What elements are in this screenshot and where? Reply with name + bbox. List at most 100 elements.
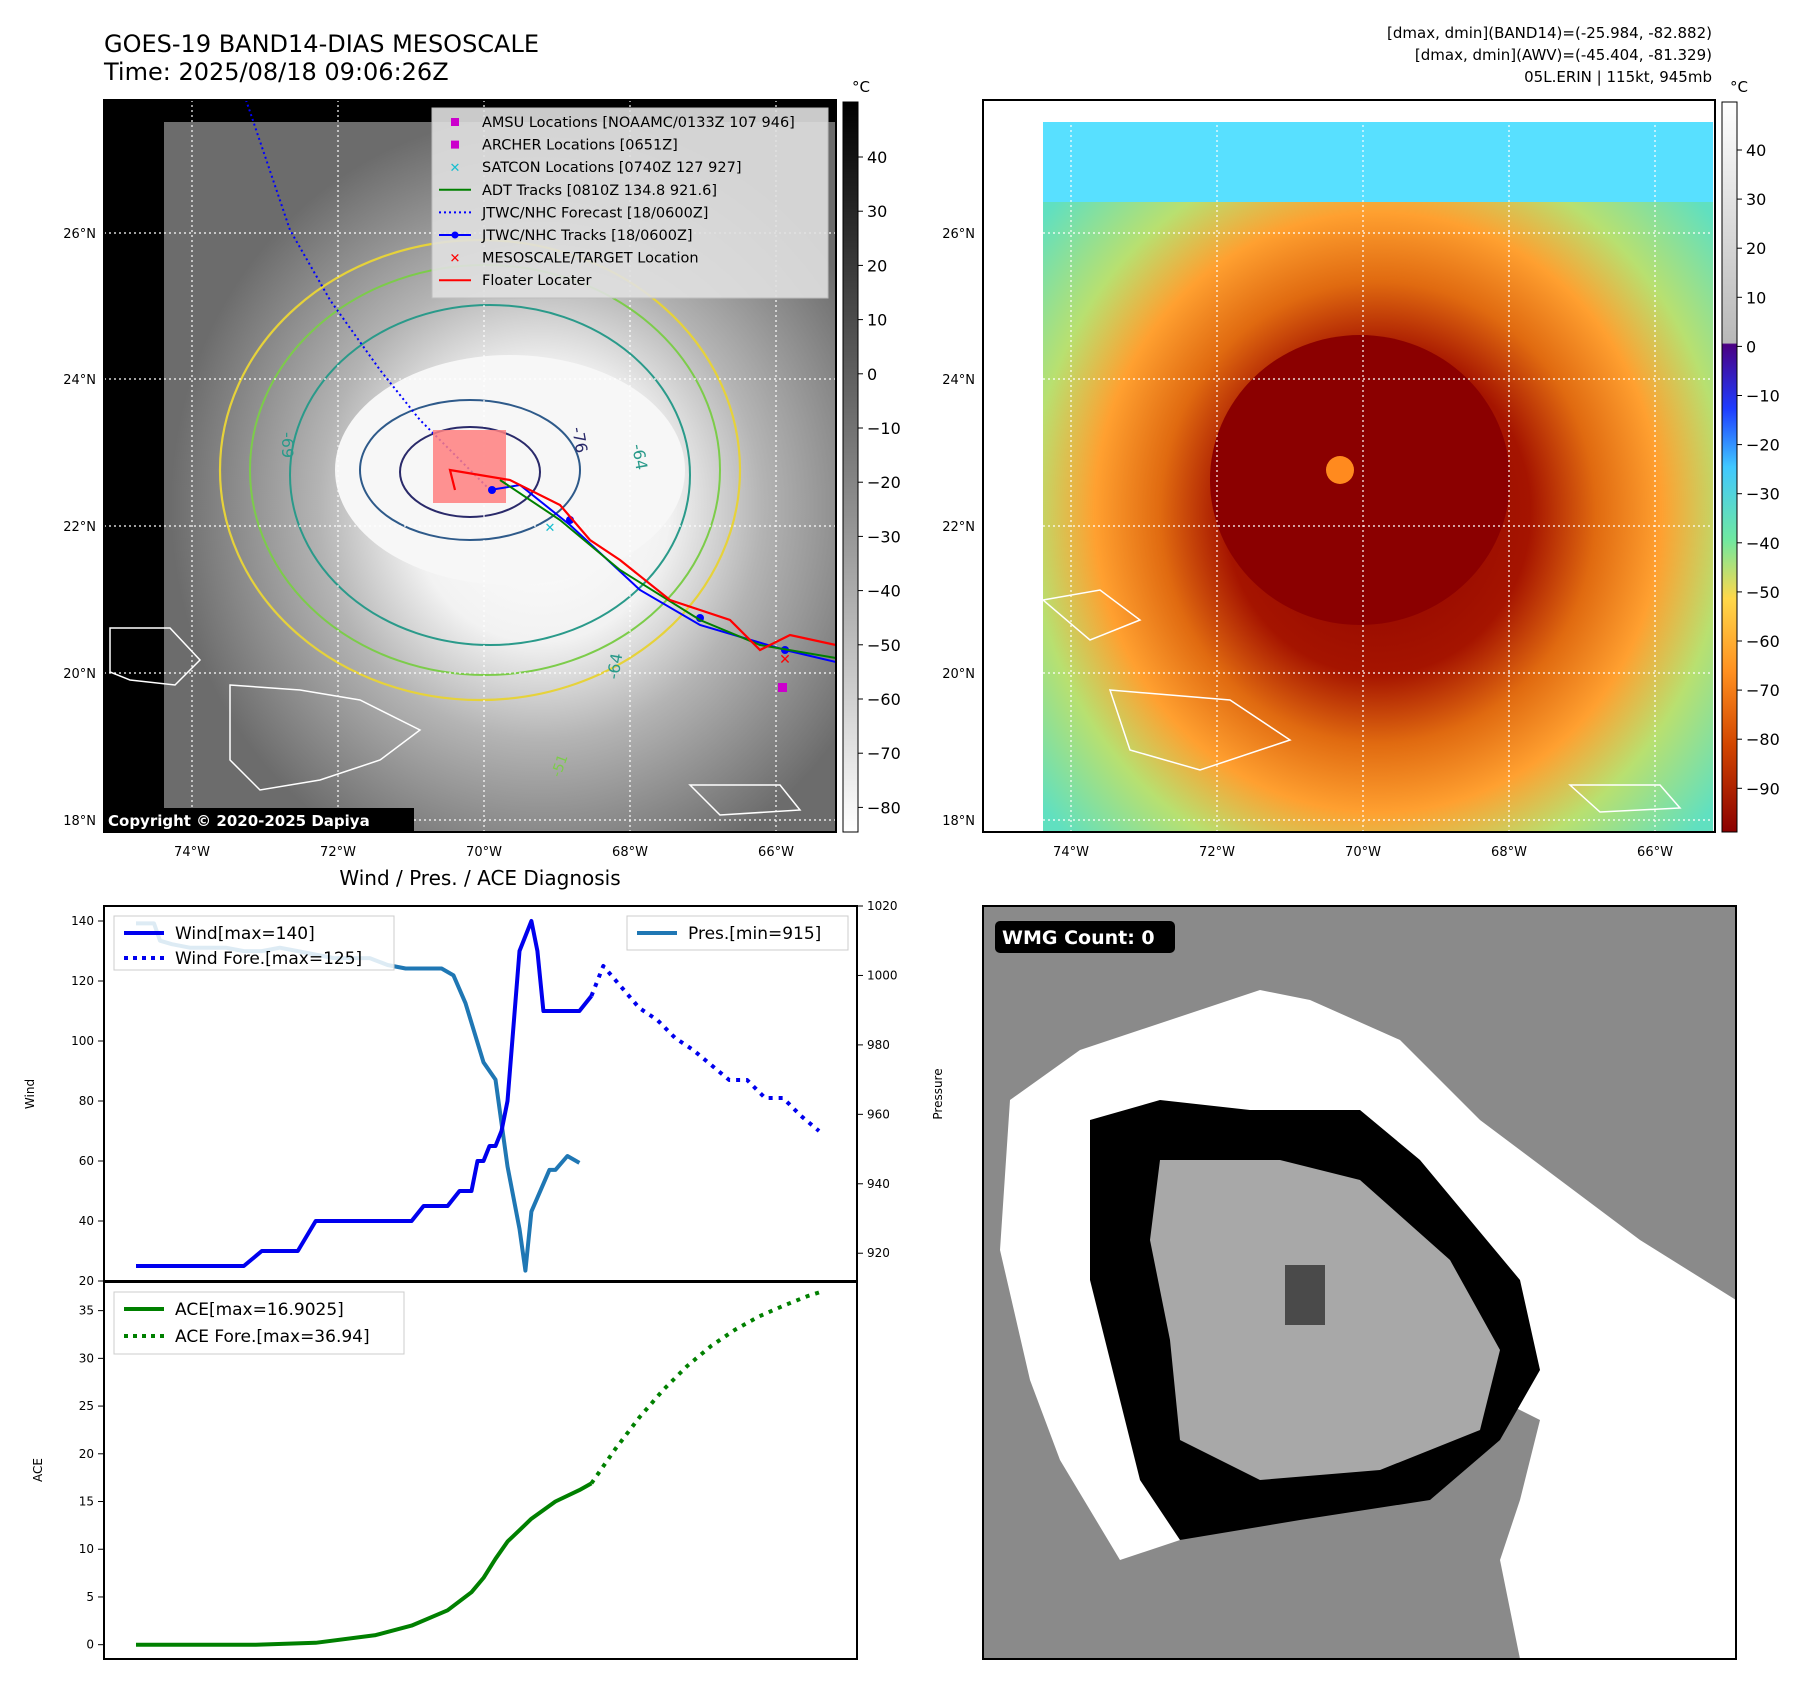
legend-label: JTWC/NHC Forecast [18/0600Z] (481, 205, 708, 221)
awv-map-frame (982, 99, 1716, 833)
colorbar-tick-label: −90 (1746, 779, 1780, 798)
awv-coastline (1108, 689, 1292, 771)
figure-time: Time: 2025/08/18 09:06:26Z (103, 58, 449, 86)
contour-label: -76 (568, 425, 591, 454)
wind-tick-label: 100 (71, 1034, 94, 1048)
wind-forecast-series-line (589, 964, 821, 1133)
color-colorbar-ticks: 40 30 20 10 0 −10 −20 −30 −40 −50 −60 −70 −80 −90 (1737, 141, 1780, 798)
pressure-tick-label: 980 (867, 1038, 890, 1052)
awv-map-panel: 74°W 72°W 70°W 68°W 66°W 26°N 24°N 22°N 20°N 18°… (942, 99, 1716, 860)
coastline-cuba (109, 627, 202, 686)
pressure-tick-label: 1020 (867, 899, 898, 913)
colorbar-tick-label: −60 (867, 690, 901, 709)
contour-label: -64 (628, 442, 651, 471)
best-track-point (488, 486, 496, 494)
ace-axis-ticks: 0 5 10 15 20 25 30 35 (79, 1304, 104, 1652)
lat-label: 22°N (942, 520, 975, 535)
legend-label: JTWC/NHC Tracks [18/0600Z] (481, 228, 693, 244)
colorbar-tick-label: 40 (867, 148, 887, 167)
wmg-frame (982, 905, 1737, 1660)
satcon-marker: ✕ (545, 521, 556, 536)
lon-labels: 74°W 72°W 70°W 68°W 66°W (1053, 845, 1673, 860)
legend-label: MESOSCALE/TARGET Location (482, 251, 699, 267)
colorbar-tick-label: −50 (1746, 583, 1780, 602)
ace-axis-label: ACE (31, 1458, 45, 1482)
ir-map-frame (103, 99, 837, 833)
colorbar-tick-label: −70 (867, 744, 901, 763)
wmg-count-box (995, 921, 1175, 953)
storm-info-text: 05L.ERIN | 115kt, 945mb (1524, 68, 1712, 86)
dmax-awv-text: [dmax, dmin](AWV)=(-45.404, -81.329) (1415, 46, 1712, 64)
ace-tick-label: 10 (79, 1542, 94, 1556)
wind-tick-label: 40 (79, 1214, 94, 1228)
pressure-legend-label: Pres.[min=915] (688, 924, 821, 944)
colorbar-tick-label: 20 (867, 256, 887, 275)
contour-teal (289, 304, 691, 646)
wind-legend-label: Wind[max=140] (175, 924, 315, 944)
colorbar-tick-label: −40 (1746, 534, 1780, 553)
ace-tick-label: 20 (79, 1447, 94, 1461)
legend-label: ADT Tracks [0810Z 134.8 921.6] (482, 183, 717, 199)
lat-label: 24°N (942, 373, 975, 388)
legend-label: Floater Locater (482, 273, 591, 289)
lon-label: 72°W (1199, 845, 1235, 860)
wind-tick-label: 60 (79, 1154, 94, 1168)
gray-colorbar-unit: °C (852, 78, 870, 96)
ace-tick-label: 0 (86, 1638, 94, 1652)
colorbar-tick-label: 20 (1746, 239, 1766, 258)
colorbar-tick-label: −40 (867, 582, 901, 601)
colorbar-tick-label: −10 (1746, 387, 1780, 406)
wind-pressure-chart: 20 40 60 80 100 120 140 920 940 960 980 1000 1020 W… (23, 899, 945, 1288)
pressure-tick-label: 960 (867, 1107, 890, 1121)
legend-label: SATCON Locations [0740Z 127 927] (482, 160, 741, 176)
colorbar-tick-label: 0 (867, 365, 877, 384)
lat-label: 26°N (942, 227, 975, 242)
ace-forecast-legend-label: ACE Fore.[max=36.94] (175, 1327, 370, 1347)
wind-axis-ticks: 20 40 60 80 100 120 140 (71, 914, 104, 1288)
colorbar-tick-label: 30 (867, 202, 887, 221)
ace-tick-label: 5 (86, 1590, 94, 1604)
legend-marker (451, 118, 459, 126)
ace-legend (113, 1291, 405, 1355)
colorbar-tick-label: −80 (867, 798, 901, 817)
colorbar-tick-label: −60 (1746, 632, 1780, 651)
pressure-tick-label: 940 (867, 1177, 890, 1191)
lon-label: 74°W (174, 845, 210, 860)
colorbar-tick-label: 0 (1746, 337, 1756, 356)
ace-chart: 0 5 10 15 20 25 30 35 ACE ACE[max=16.9025] ACE … (31, 1281, 858, 1660)
adt-track-line (499, 479, 836, 659)
ace-series-line (136, 1481, 593, 1647)
contour-navy (399, 426, 541, 518)
lon-label: 70°W (466, 845, 502, 860)
colorbar-tick-label: −30 (1746, 485, 1780, 504)
color-colorbar: °C 40 30 20 10 0 −10 −20 −30 −40 −50 −60 −70 −80 −90 (1721, 78, 1780, 833)
wind-series-line (136, 919, 593, 1268)
lat-label: 24°N (63, 373, 96, 388)
wind-tick-label: 140 (71, 914, 94, 928)
wind-tick-label: 80 (79, 1094, 94, 1108)
gray-colorbar-ticks: 40 30 20 10 0 −10 −20 −30 −40 −50 −60 −70 −80 (858, 148, 901, 817)
wind-forecast-legend-label: Wind Fore.[max=125] (175, 949, 362, 969)
contour-label: -64 (603, 652, 626, 681)
legend-marker (451, 140, 459, 149)
copyright-text: Copyright © 2020-2025 Dapiya (108, 812, 370, 830)
diagnosis-title: Wind / Pres. / ACE Diagnosis (339, 866, 620, 890)
lat-label: 22°N (63, 520, 96, 535)
pressure-axis-ticks: 920 940 960 980 1000 1020 (857, 899, 898, 1260)
ace-tick-label: 35 (79, 1304, 94, 1318)
legend-marker: ✕ (450, 161, 461, 176)
colorbar-tick-label: 30 (1746, 190, 1766, 209)
awv-core (1210, 335, 1510, 625)
pressure-axis-label: Pressure (931, 1068, 945, 1119)
ir-cold-cloud-core (335, 355, 685, 585)
copyright-box (104, 808, 414, 832)
awv-coastline (1568, 784, 1682, 813)
pressure-tick-label: 920 (867, 1246, 890, 1260)
awv-coastline (1041, 589, 1142, 641)
floater-locater-line (448, 468, 836, 652)
lat-label: 20°N (63, 667, 96, 682)
colorbar-tick-label: −10 (867, 419, 901, 438)
lon-label: 74°W (1053, 845, 1089, 860)
colorbar-tick-label: −20 (867, 473, 901, 492)
